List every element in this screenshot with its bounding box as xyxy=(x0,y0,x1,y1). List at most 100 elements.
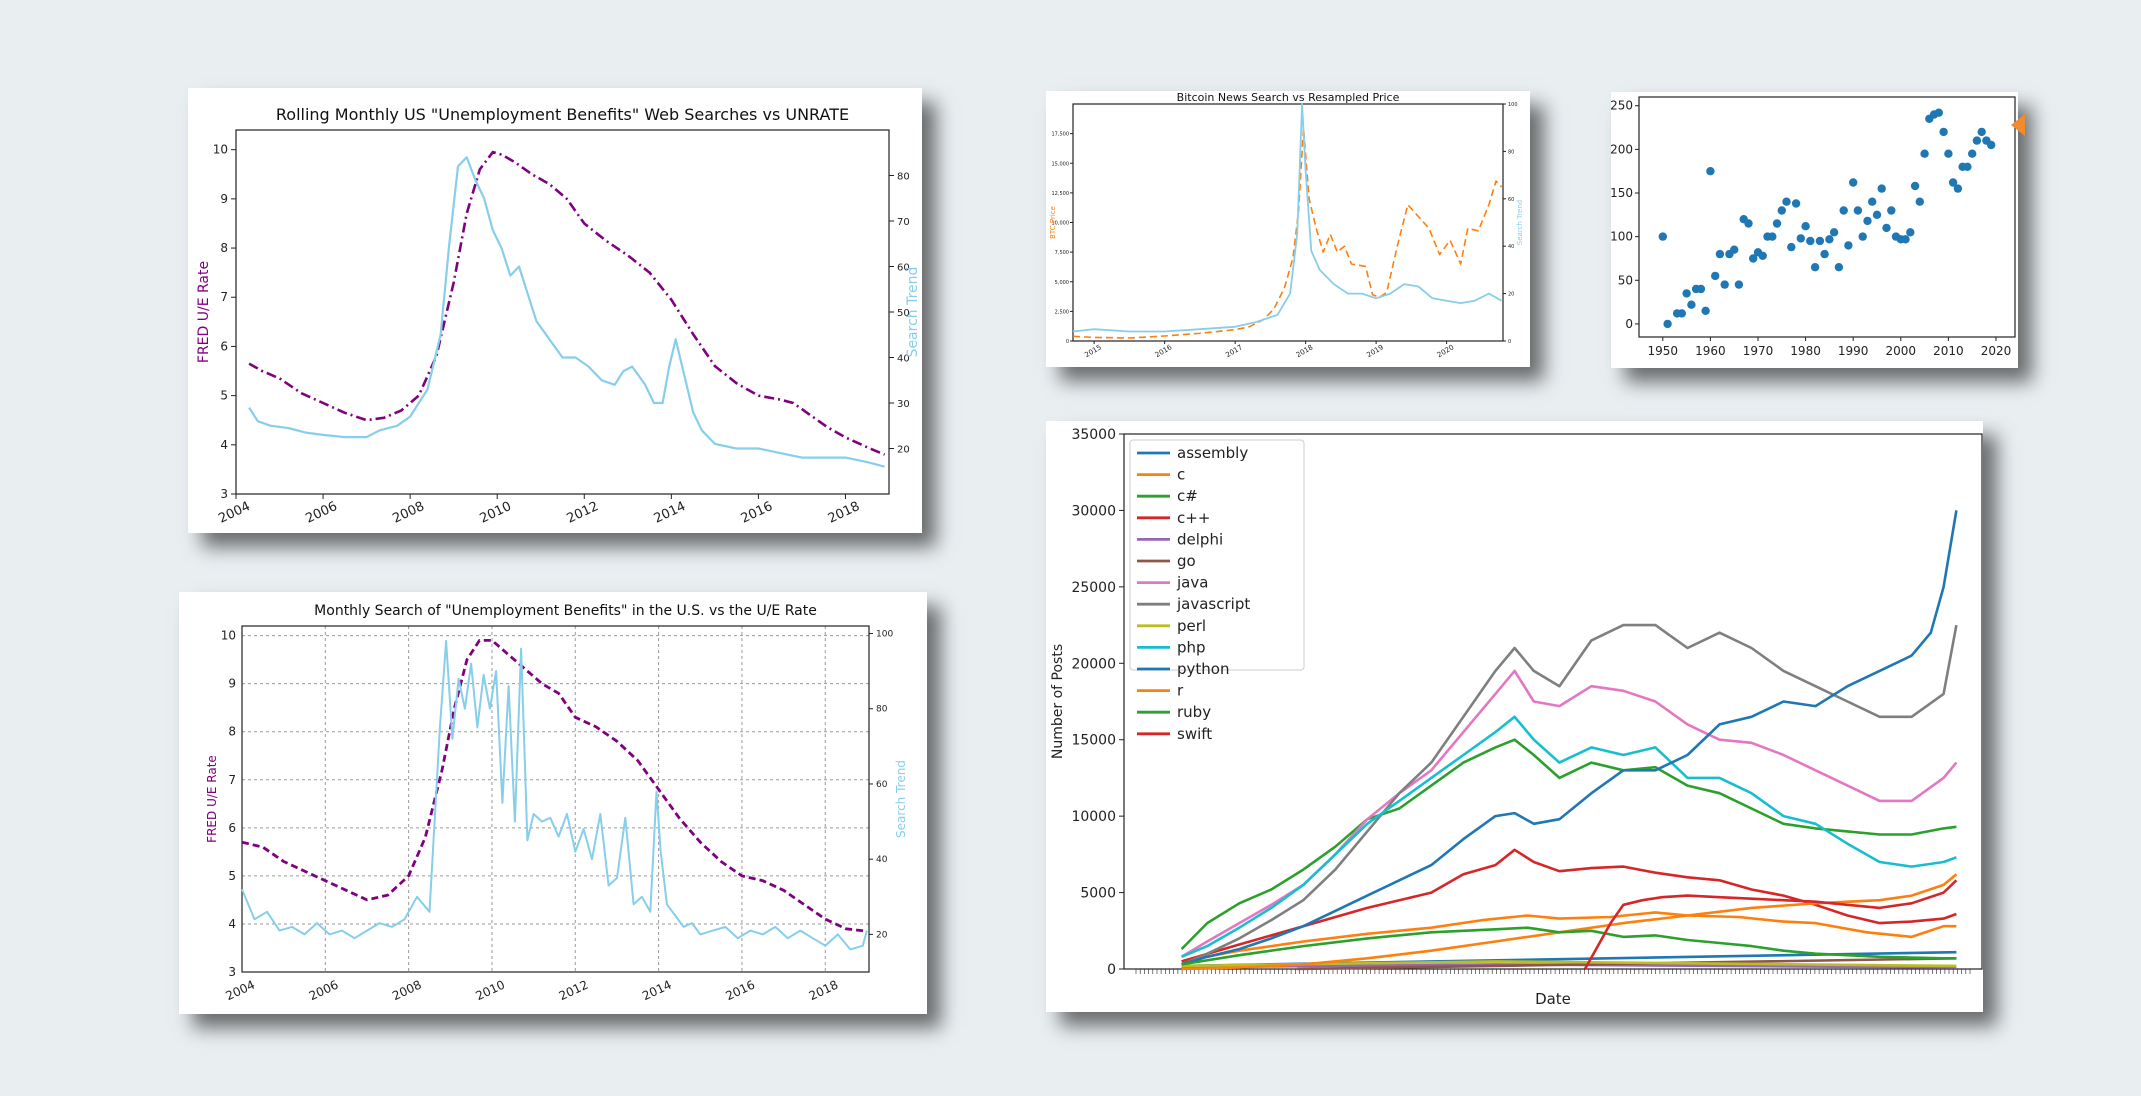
y2-axis-label: Search Trend xyxy=(1516,200,1524,245)
y-tick-label: 35000 xyxy=(1071,427,1116,443)
x-tick-label: 2010 xyxy=(1933,344,1964,358)
y-tick-label: 100 xyxy=(1611,230,1633,244)
x-tick-label: 2016 xyxy=(739,499,775,527)
y2-tick-label: 60 xyxy=(897,263,910,274)
y-axis-label: Number of Posts xyxy=(1050,644,1066,759)
y2-tick-label: 80 xyxy=(876,705,888,715)
scatter-point xyxy=(1825,235,1834,244)
y-tick-label: 5 xyxy=(228,869,236,883)
legend-label: ruby xyxy=(1177,703,1211,721)
x-tick-label: 2004 xyxy=(224,978,258,1004)
y-tick-label: 10 xyxy=(213,143,228,157)
y2-tick-label: 30 xyxy=(897,399,910,410)
legend-label: go xyxy=(1177,552,1196,570)
x-tick-label: 2014 xyxy=(640,978,674,1004)
y-tick-label: 9 xyxy=(228,677,236,691)
scatter-point xyxy=(1882,223,1891,233)
y-tick-label: 150 xyxy=(1611,186,1633,200)
x-tick-label: 2019 xyxy=(1365,343,1384,359)
posts-chart-panel: 0 5000 10000 15000 20000 25000 30000 35000 Date N… xyxy=(1046,421,1983,1012)
scatter-point xyxy=(1777,206,1786,215)
btc-price-line xyxy=(1072,126,1503,339)
plot-frame xyxy=(241,625,870,973)
legend-label: delphi xyxy=(1177,530,1223,548)
series-line-c-- xyxy=(1181,848,1957,963)
scatter-point xyxy=(1706,167,1715,176)
scatter-point xyxy=(1877,184,1886,193)
y-tick-label: 15000 xyxy=(1071,733,1116,749)
scatter-point xyxy=(1815,236,1825,246)
scatter-point xyxy=(1944,149,1953,158)
legend-label: javascript xyxy=(1176,595,1250,613)
scatter-point xyxy=(1915,197,1924,206)
scatter-point xyxy=(1749,254,1758,263)
scatter-point xyxy=(1658,232,1667,241)
scatter-point xyxy=(1920,149,1929,158)
scatter-point xyxy=(1720,280,1729,289)
x-tick-label: 2008 xyxy=(390,978,424,1004)
series-line-ruby xyxy=(1181,926,1957,966)
scatter-point xyxy=(1744,219,1753,228)
y-axis-label: FRED U/E Rate xyxy=(196,261,212,363)
y-tick-label: 7 xyxy=(228,773,236,787)
unemployment-rolling-chart-panel: Rolling Monthly US "Unemployment Benefit… xyxy=(188,88,922,533)
y-tick-label: 8 xyxy=(220,241,228,255)
unemployment-rolling-chart: Rolling Monthly US "Unemployment Benefit… xyxy=(196,105,921,527)
scatter-point xyxy=(1829,228,1839,237)
y2-axis-label: Search Trend xyxy=(894,760,908,838)
scatter-point xyxy=(1839,206,1848,215)
y-tick-label: 50 xyxy=(1618,273,1633,287)
x-tick-label: 1980 xyxy=(1790,344,1821,358)
y2-tick-label: 20 xyxy=(1508,292,1514,298)
scatter-point xyxy=(1772,219,1782,228)
scatter-point xyxy=(1834,263,1844,272)
scatter-point xyxy=(1987,140,1996,150)
legend-label: assembly xyxy=(1177,444,1248,462)
scatter-point xyxy=(1934,108,1943,117)
scatter-point xyxy=(1787,242,1796,252)
x-tick-label: 2006 xyxy=(307,978,341,1004)
x-tick-label: 2000 xyxy=(1885,344,1916,358)
y-tick-label: 15,000 xyxy=(1052,161,1070,167)
scatter-point xyxy=(1801,222,1810,231)
scatter-point xyxy=(1734,280,1744,289)
scatter-point xyxy=(1849,178,1858,187)
y-tick-label: 10 xyxy=(221,629,236,643)
scatter-chart: 0 50 100 150 200 250 1950 1960 1970 1980 1990 2000 2… xyxy=(1611,96,2016,358)
scatter-point xyxy=(1677,309,1686,318)
scatter-point xyxy=(1972,136,1982,145)
y-tick-label: 0 xyxy=(1107,962,1116,978)
scatter-point xyxy=(1968,149,1977,158)
series-line-go xyxy=(1296,957,1957,971)
legend-label: c# xyxy=(1177,487,1198,505)
scatter-point xyxy=(1796,234,1805,243)
y-tick-label: 17,500 xyxy=(1052,132,1070,138)
bitcoin-chart: Bitcoin News Search vs Resampled Price 0 2… xyxy=(1049,91,1524,359)
y-tick-label: 3 xyxy=(220,487,228,501)
scatter-point xyxy=(1810,263,1820,272)
y2-tick-label: 20 xyxy=(897,445,910,456)
unemployment-monthly-chart: Monthly Search of "Unemployment Benefits… xyxy=(205,603,908,1004)
y-tick-label: 5000 xyxy=(1080,886,1116,902)
scatter-point xyxy=(1696,284,1706,294)
y-tick-label: 3 xyxy=(228,965,236,979)
scatter-point xyxy=(1791,199,1801,208)
x-tick-label: 2016 xyxy=(1154,343,1174,359)
x-tick-label: 2017 xyxy=(1224,343,1243,359)
search-trend-line xyxy=(241,640,868,951)
scatter-point xyxy=(1853,206,1863,215)
x-tick-label: 1990 xyxy=(1838,344,1869,358)
x-tick-label: 2010 xyxy=(478,499,514,527)
chart-title: Monthly Search of "Unemployment Benefits… xyxy=(314,603,817,619)
scatter-point xyxy=(1887,206,1896,215)
scatter-point xyxy=(1820,249,1829,259)
chart-title: Rolling Monthly US "Unemployment Benefit… xyxy=(276,105,849,124)
y-tick-label: 8 xyxy=(228,725,236,739)
scatter-point xyxy=(1730,245,1739,254)
scatter-point xyxy=(1663,319,1672,329)
y-tick-label: 0 xyxy=(1625,317,1633,331)
scatter-point xyxy=(1858,232,1867,241)
y2-tick-label: 100 xyxy=(1508,102,1518,108)
y2-tick-label: 40 xyxy=(1508,244,1514,250)
resize-handle[interactable] xyxy=(2011,114,2025,136)
